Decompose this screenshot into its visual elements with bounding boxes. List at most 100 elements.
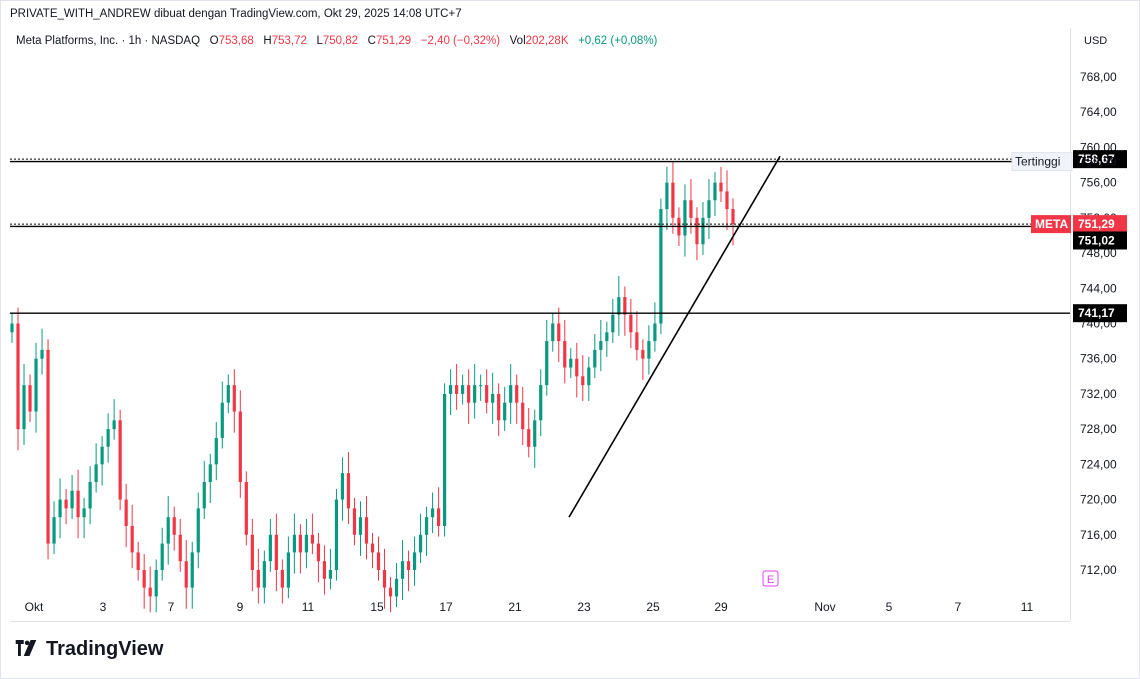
attribution-header: PRIVATE_WITH_ANDREW dibuat dengan Tradin… [10, 8, 462, 20]
candle-body [280, 570, 284, 588]
candle-body [376, 552, 381, 570]
candle-body [623, 297, 627, 315]
candle-body [388, 587, 393, 597]
candle-body [64, 499, 68, 509]
candle-body [683, 200, 687, 236]
candle-body [587, 367, 591, 386]
candle-body [701, 217, 705, 245]
candle-body [256, 570, 260, 588]
candle-body [334, 499, 339, 570]
level-price-label: 741,17 [1078, 306, 1115, 320]
x-tick-label: 25 [646, 600, 660, 614]
candle-body [226, 385, 230, 403]
y-tick-label: 768,00 [1080, 70, 1117, 84]
y-tick-label: 756,00 [1080, 176, 1117, 190]
level-price-label: 751,29 [1078, 217, 1115, 231]
currency-label[interactable]: USD [1084, 35, 1108, 47]
close-label: C [367, 35, 376, 47]
candle-body [244, 481, 248, 535]
candle-body [659, 209, 663, 324]
candle-body [268, 534, 272, 562]
candle-body [436, 508, 441, 526]
x-tick-label: 7 [955, 600, 962, 614]
x-tick-label: Nov [814, 600, 835, 614]
y-tick-label: 728,00 [1080, 422, 1117, 436]
candle-body [509, 385, 513, 403]
x-tick-label: 15 [370, 600, 384, 614]
candle-body [629, 314, 633, 333]
x-tick-label: 9 [237, 600, 244, 614]
candle-body [220, 402, 224, 438]
event-marker-label: E [767, 574, 774, 586]
candle-body [418, 534, 423, 553]
level-note-label: Tertinggi [1015, 155, 1060, 169]
candle-body [467, 385, 471, 403]
candle-body [10, 323, 14, 333]
x-tick-label: 17 [439, 600, 453, 614]
candle-body [635, 332, 639, 350]
candle-body [262, 561, 266, 588]
candle-body [497, 393, 501, 421]
candle-body [340, 473, 345, 500]
candle-body [130, 525, 134, 553]
candle-body [70, 490, 74, 509]
candle-body [647, 341, 651, 359]
level-price-tag-bg [1073, 215, 1127, 234]
candle-body [539, 385, 543, 421]
candle-body [449, 385, 453, 394]
candle-body [557, 323, 561, 342]
trendline [568, 155, 781, 518]
brand-name: TradingView [46, 638, 164, 660]
candle-body [719, 182, 723, 192]
candle-body [100, 446, 104, 465]
candle-body [653, 323, 657, 342]
y-tick-label: 720,00 [1080, 493, 1117, 507]
candle-body [184, 561, 188, 588]
candle-body [551, 323, 555, 342]
tradingview-brand[interactable]: TradingView [10, 638, 163, 661]
candle-body [310, 534, 315, 544]
candle-body [533, 420, 537, 447]
candle-body [214, 437, 218, 465]
level-price-tag-bg [1073, 304, 1127, 323]
candle-body [148, 587, 152, 597]
candle-body [142, 570, 146, 588]
candle-body [136, 552, 140, 570]
candle-body [611, 314, 615, 333]
candle-body [599, 341, 603, 350]
candle-body [52, 517, 56, 544]
candle-body [593, 349, 597, 368]
candle-body [322, 561, 327, 579]
candle-body [424, 517, 429, 535]
candle-body [605, 332, 609, 342]
y-tick-label: 712,00 [1080, 563, 1117, 577]
y-tick-label: 736,00 [1080, 352, 1117, 366]
x-tick-label: 29 [714, 600, 728, 614]
symbol-tag-label: META [1035, 217, 1068, 231]
candle-body [88, 481, 92, 509]
candle-body [731, 209, 735, 225]
candle-body [232, 385, 236, 412]
level-note-bg [1011, 152, 1073, 172]
candle-body [671, 182, 675, 218]
symbol-legend[interactable]: Meta Platforms, Inc. · 1h · NASDAQ O753,… [16, 35, 657, 47]
candle-body [725, 191, 729, 210]
candle-body [166, 517, 170, 544]
level-price-label: 751,02 [1078, 233, 1115, 247]
candle-body [352, 508, 357, 535]
symbol-name[interactable]: Meta Platforms, Inc. · 1h · NASDAQ [16, 35, 201, 47]
volume-value: 202,28K [525, 35, 569, 47]
candle-body [461, 385, 465, 394]
candle-body [581, 376, 585, 386]
candle-body [94, 464, 98, 482]
candle-body [154, 570, 158, 597]
candle-body [34, 358, 38, 412]
candle-body [430, 508, 435, 518]
candle-body [82, 508, 86, 518]
candle-body [76, 490, 80, 518]
open-label: O [209, 35, 219, 47]
candle-body [292, 534, 296, 553]
x-tick-label: 23 [577, 600, 591, 614]
y-tick-label: 764,00 [1080, 105, 1117, 119]
